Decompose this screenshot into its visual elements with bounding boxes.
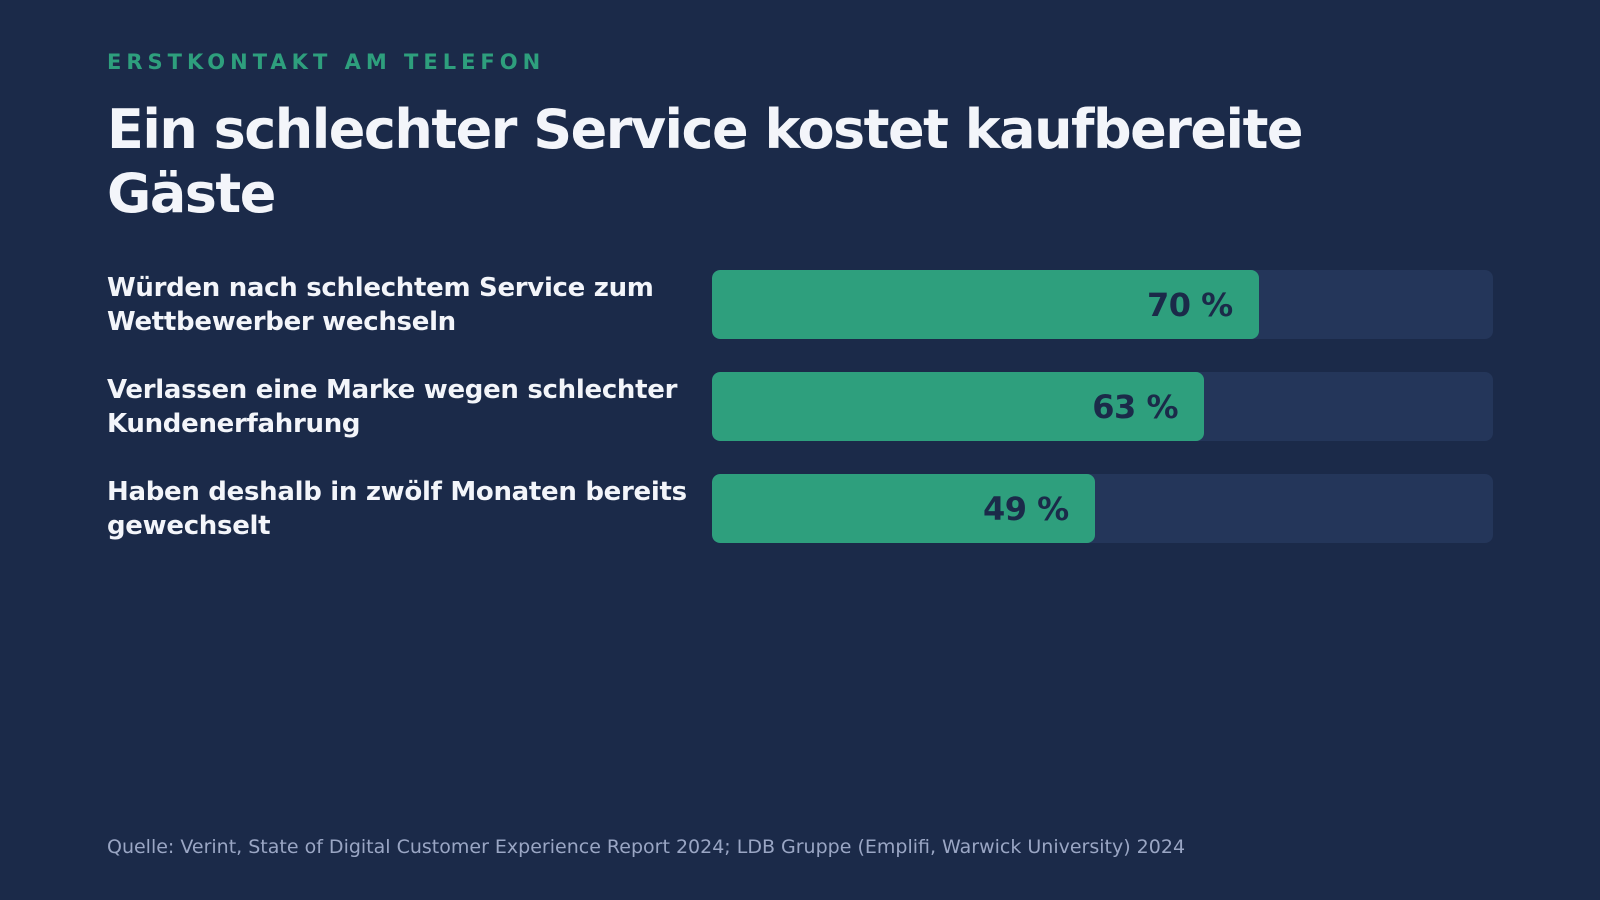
source-note: Quelle: Verint, State of Digital Custome… bbox=[107, 836, 1186, 858]
bar-value-label: 49 % bbox=[982, 489, 1069, 528]
bar-category-label: Haben deshalb in zwölf Monaten bereits g… bbox=[107, 476, 687, 541]
bar-track: 70 % bbox=[712, 270, 1493, 339]
eyebrow-label: ERSTKONTAKT AM TELEFON bbox=[107, 50, 546, 74]
bar-track: 63 % bbox=[712, 372, 1493, 441]
bar-fill: 49 % bbox=[712, 474, 1095, 543]
bar-fill: 63 % bbox=[712, 372, 1205, 441]
bar-chart: Würden nach schlechtem Service zum Wettb… bbox=[107, 270, 1495, 576]
bar-row: Haben deshalb in zwölf Monaten bereits g… bbox=[107, 474, 1495, 543]
bar-row: Verlassen eine Marke wegen schlechter Ku… bbox=[107, 372, 1495, 441]
bar-category-label: Würden nach schlechtem Service zum Wettb… bbox=[107, 272, 654, 337]
bar-track: 49 % bbox=[712, 474, 1493, 543]
page-title: Ein schlechter Service kostet kaufbereit… bbox=[107, 98, 1304, 225]
bar-row: Würden nach schlechtem Service zum Wettb… bbox=[107, 270, 1495, 339]
bar-value-label: 63 % bbox=[1092, 387, 1179, 426]
bar-fill: 70 % bbox=[712, 270, 1259, 339]
bar-category-label: Verlassen eine Marke wegen schlechter Ku… bbox=[107, 374, 678, 439]
bar-value-label: 70 % bbox=[1146, 285, 1233, 324]
